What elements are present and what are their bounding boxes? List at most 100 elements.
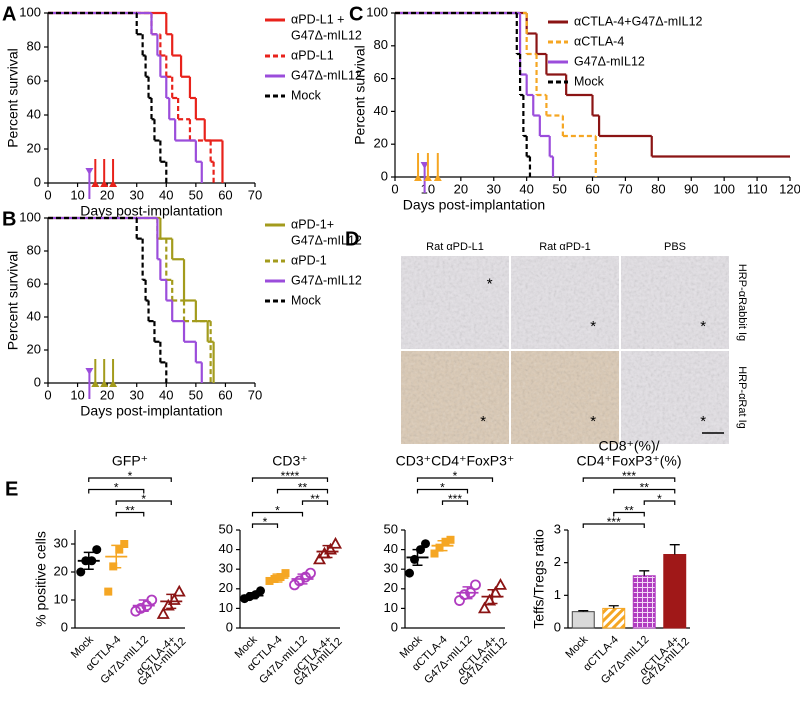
legend-label: G47Δ-mIL12: [291, 273, 362, 287]
x-tick-label: 30: [129, 187, 143, 202]
panel-title: CD3⁺CD4⁺FoxP3⁺: [396, 453, 515, 469]
data-point: [104, 587, 113, 596]
y-tick-label: 100: [19, 4, 41, 19]
y-tick-label: 60: [374, 70, 388, 85]
panel-letter: C: [349, 3, 363, 25]
arrow-head: [91, 380, 100, 387]
arrow-head: [433, 174, 442, 181]
y-tick-label: 20: [54, 563, 68, 578]
significance-label: *: [453, 469, 458, 483]
tissue-texture: [511, 351, 619, 444]
y-tick-label: 30: [384, 561, 398, 576]
significance-bracket: [582, 477, 676, 482]
y-tick-label: 1: [554, 587, 561, 602]
significance-bracket: [643, 500, 676, 505]
significance-label: ****: [281, 469, 300, 483]
y-tick-label: 0: [554, 619, 561, 634]
x-tick-label: 40: [159, 387, 173, 402]
y-tick-label: 0: [391, 619, 398, 634]
y-tick-label: 40: [219, 541, 233, 556]
arrow-head: [85, 168, 94, 175]
arrow-head: [85, 368, 94, 375]
data-point: [477, 601, 492, 614]
y-tick-label: 10: [384, 600, 398, 615]
data-point: [270, 575, 279, 583]
y-tick-label: 0: [381, 168, 388, 183]
x-tick-label: 20: [454, 181, 468, 196]
error-bar: [247, 591, 258, 600]
data-point: [430, 549, 439, 558]
data-point: [470, 579, 481, 591]
error-bar: [272, 573, 283, 583]
data-point: [120, 540, 129, 548]
significance-bracket: [276, 488, 329, 494]
significance-bracket: [251, 523, 279, 528]
panel-letter: E: [5, 478, 18, 500]
significance-label: **: [310, 492, 320, 506]
significance-bracket: [416, 477, 494, 482]
significance-bracket: [582, 523, 645, 528]
y-tick-label: 10: [219, 600, 233, 615]
error-bar: [578, 610, 589, 612]
error-bar: [669, 544, 680, 555]
significance-bracket: [251, 511, 304, 517]
x-tick-label: 60: [218, 187, 232, 202]
region-mark: *: [487, 275, 493, 292]
y-tick-label: 100: [19, 209, 41, 224]
data-point: [172, 584, 186, 597]
arrow-head: [100, 380, 109, 387]
x-tick-label: 70: [618, 181, 632, 196]
data-point: [435, 543, 444, 552]
error-bar: [462, 586, 473, 600]
bar: [571, 611, 595, 629]
tissue-texture: [621, 256, 729, 349]
significance-label: ***: [607, 515, 621, 529]
y-tick-label: 10: [54, 591, 68, 606]
column-label: PBS: [664, 241, 686, 253]
significance-label: ***: [622, 469, 636, 483]
y-tick-label: 0: [34, 374, 41, 389]
legend-label: αCTLA-4: [574, 34, 624, 48]
significance-label: *: [141, 492, 146, 506]
x-axis-label: Days post-implantation: [80, 403, 222, 419]
y-tick-label: 20: [27, 140, 41, 155]
significance-bracket: [251, 477, 329, 482]
data-point: [421, 539, 430, 549]
y-tick-label: 0: [226, 619, 233, 634]
x-tick-label: 10: [421, 181, 435, 196]
arrow-head: [109, 180, 118, 187]
data-point: [328, 536, 343, 549]
x-tick-label: 70: [248, 387, 262, 402]
x-tick-label: 10: [70, 387, 84, 402]
legend-label: Mock: [291, 88, 322, 102]
legend-label: Mock: [291, 293, 322, 307]
row-label: HRP-αRabbit Ig: [736, 264, 748, 341]
panel-title: CD4⁺FoxP3⁺(%): [576, 453, 681, 469]
arrow-head: [414, 174, 423, 181]
data-point: [156, 607, 170, 619]
data-point: [493, 578, 508, 590]
error-bar: [639, 570, 650, 576]
tissue-texture: [401, 351, 509, 444]
x-tick-label: 0: [391, 181, 398, 196]
panel-letter: D: [345, 228, 359, 250]
y-tick-label: 20: [384, 580, 398, 595]
y-axis-label: Percent survival: [5, 251, 21, 351]
data-point: [405, 568, 414, 578]
y-axis-label: % positive cells: [33, 531, 49, 627]
row-label: HRP-αRat Ig: [736, 366, 748, 429]
legend-label: G47Δ-mIL12: [291, 28, 362, 42]
y-tick-label: 20: [219, 580, 233, 595]
legend-label: αPD-L1 +: [291, 12, 344, 26]
data-point: [276, 573, 285, 582]
x-tick-label: 120: [779, 181, 800, 196]
y-axis-label: Percent survival: [352, 45, 368, 145]
y-tick-label: 40: [27, 308, 41, 323]
y-tick-label: 20: [27, 341, 41, 356]
x-tick-label: 30: [129, 387, 143, 402]
bar: [663, 554, 687, 629]
data-point: [115, 545, 124, 554]
legend-label: G47Δ-mIL12: [291, 233, 362, 247]
error-bar: [487, 589, 498, 605]
y-tick-label: 50: [384, 521, 398, 536]
